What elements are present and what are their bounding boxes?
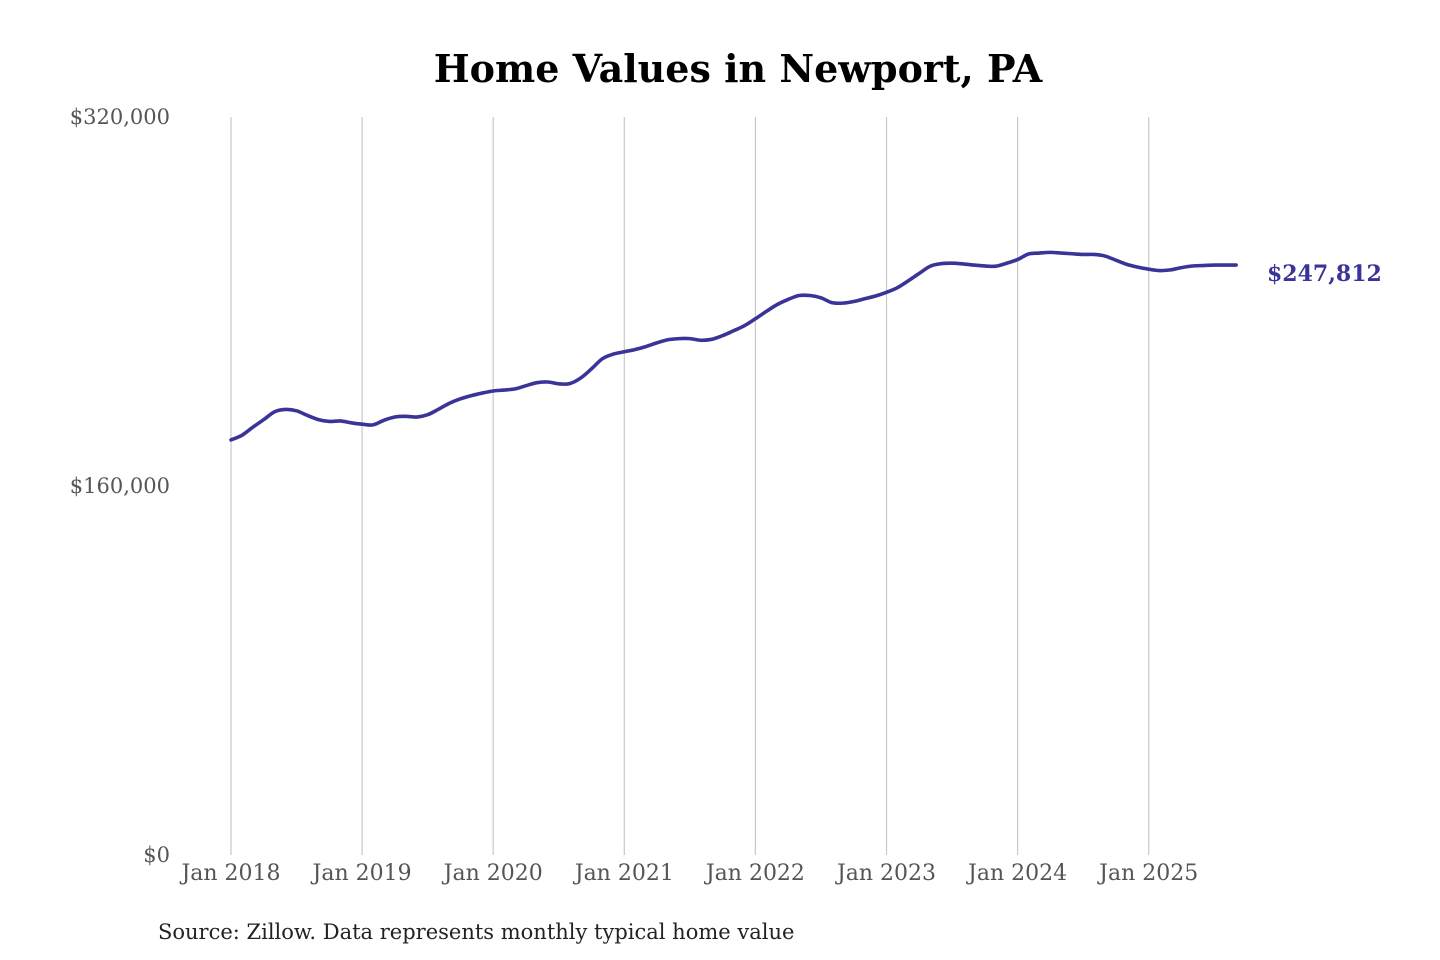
x-tick-label-3: Jan 2021: [573, 861, 674, 886]
series-line-0: [229, 250, 1238, 442]
source-note: Source: Zillow. Data represents monthly …: [158, 920, 794, 944]
y-tick-label-2: $320,000: [70, 105, 170, 129]
x-tick-label-1: Jan 2019: [311, 861, 412, 886]
x-tick-label-7: Jan 2025: [1097, 861, 1198, 886]
x-tick-label-2: Jan 2020: [442, 861, 543, 886]
y-tick-label-1: $160,000: [70, 474, 170, 498]
end-value-label: $247,812: [1267, 261, 1382, 287]
gridlines: [230, 117, 1150, 855]
x-tick-label-0: Jan 2018: [179, 861, 280, 886]
x-tick-label-4: Jan 2022: [704, 861, 805, 886]
x-tick-label-6: Jan 2024: [966, 861, 1067, 886]
series-layer: [229, 250, 1238, 442]
chart-title: Home Values in Newport, PA: [434, 46, 1043, 91]
x-tick-label-5: Jan 2023: [835, 861, 936, 886]
y-axis-ticks: $0 $160,000 $320,000: [70, 105, 170, 867]
y-tick-label-0: $0: [143, 843, 170, 867]
x-axis-ticks: Jan 2018 Jan 2019 Jan 2020 Jan 2021 Jan 2022…: [179, 861, 1198, 886]
